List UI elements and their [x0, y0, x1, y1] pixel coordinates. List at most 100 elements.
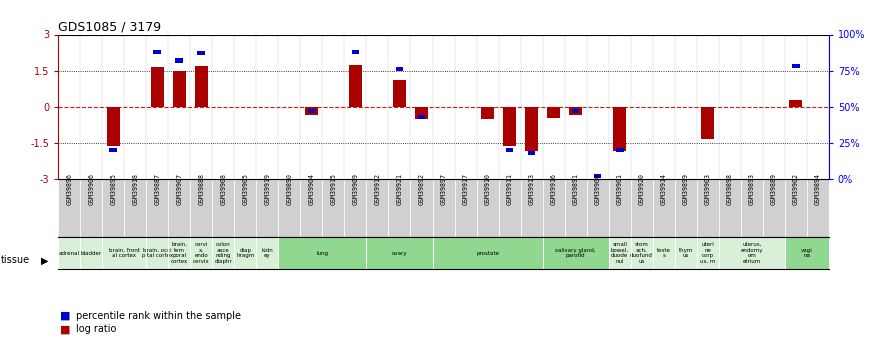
Bar	[305, 107, 318, 115]
Bar	[415, 107, 428, 119]
Text: bladder: bladder	[81, 250, 102, 256]
Bar	[212, 179, 235, 237]
Bar	[256, 179, 279, 237]
Bar	[344, 179, 366, 237]
Bar	[525, 107, 538, 151]
Text: GSM39913: GSM39913	[529, 173, 535, 205]
Bar	[454, 179, 477, 237]
Text: GSM39917: GSM39917	[462, 173, 469, 205]
Text: GSM39918: GSM39918	[133, 173, 138, 205]
Text: colon
asce
nding
diaphr: colon asce nding diaphr	[214, 242, 232, 264]
Text: GSM39898: GSM39898	[727, 173, 733, 205]
Bar	[279, 179, 300, 237]
Text: salivary gland,
parotid: salivary gland, parotid	[556, 248, 596, 258]
Text: GSM39902: GSM39902	[793, 173, 798, 205]
Text: uteri
ne
corp
us, m: uteri ne corp us, m	[700, 242, 715, 264]
Text: GSM39888: GSM39888	[198, 173, 204, 205]
Bar	[433, 237, 543, 269]
Bar	[392, 80, 406, 107]
Text: GSM39901: GSM39901	[616, 173, 623, 205]
Text: GSM39899: GSM39899	[683, 173, 689, 205]
Bar	[396, 67, 403, 71]
Bar	[785, 237, 829, 269]
Text: prostate: prostate	[476, 250, 499, 256]
Text: GSM39916: GSM39916	[551, 173, 556, 205]
Bar	[433, 179, 454, 237]
Bar	[410, 179, 433, 237]
Bar	[197, 51, 205, 56]
Bar	[498, 179, 521, 237]
Bar	[697, 237, 719, 269]
Bar	[176, 58, 183, 63]
Bar	[235, 237, 256, 269]
Bar	[528, 151, 536, 155]
Bar	[256, 237, 279, 269]
Text: GSM39896: GSM39896	[66, 173, 73, 205]
Text: tissue: tissue	[1, 256, 30, 265]
Bar	[235, 179, 256, 237]
Text: GSM39903: GSM39903	[705, 173, 711, 205]
Bar	[190, 237, 212, 269]
Text: GSM39895: GSM39895	[110, 173, 116, 205]
Bar	[146, 237, 168, 269]
Bar	[789, 100, 803, 107]
Text: GSM39920: GSM39920	[639, 173, 644, 205]
Bar	[701, 107, 714, 139]
Bar	[785, 179, 806, 237]
Text: lung: lung	[316, 250, 329, 256]
Text: uterus,
endomy
om
etrium: uterus, endomy om etrium	[740, 242, 763, 264]
Bar	[102, 179, 125, 237]
Text: ▶: ▶	[41, 256, 48, 265]
Text: vagi
na: vagi na	[801, 248, 813, 258]
Text: brain,
tem
poral
cortex: brain, tem poral cortex	[171, 242, 188, 264]
Bar	[190, 179, 212, 237]
Bar	[146, 179, 168, 237]
Bar	[675, 179, 697, 237]
Text: small
bowel,
duode
nul: small bowel, duode nul	[611, 242, 629, 264]
Text: ■: ■	[60, 325, 71, 334]
Bar	[323, 179, 344, 237]
Text: GSM39891: GSM39891	[573, 173, 579, 205]
Bar	[194, 66, 208, 107]
Text: GSM39914: GSM39914	[660, 173, 667, 205]
Bar	[366, 237, 433, 269]
Bar	[675, 237, 697, 269]
Bar	[631, 237, 652, 269]
Bar	[792, 64, 799, 69]
Text: GDS1085 / 3179: GDS1085 / 3179	[58, 20, 161, 33]
Bar	[481, 107, 495, 119]
Text: cervi
x,
endo
cervix: cervi x, endo cervix	[193, 242, 210, 264]
Bar	[806, 179, 829, 237]
Text: GSM39887: GSM39887	[154, 173, 160, 205]
Text: GSM39911: GSM39911	[506, 173, 513, 205]
Text: GSM39890: GSM39890	[287, 173, 292, 205]
Bar	[81, 237, 102, 269]
Bar	[477, 179, 498, 237]
Bar	[613, 107, 626, 151]
Bar	[564, 179, 587, 237]
Bar	[719, 237, 785, 269]
Text: diap
hragm: diap hragm	[237, 248, 254, 258]
Bar	[741, 179, 762, 237]
Text: GSM39904: GSM39904	[308, 173, 314, 205]
Text: GSM39909: GSM39909	[352, 173, 358, 205]
Text: ovary: ovary	[392, 250, 408, 256]
Bar	[418, 115, 426, 119]
Bar	[543, 179, 564, 237]
Bar	[505, 148, 513, 152]
Bar	[107, 107, 120, 146]
Text: brain, occi
pital cortex: brain, occi pital cortex	[142, 248, 173, 258]
Bar	[587, 179, 608, 237]
Text: ■: ■	[60, 311, 71, 321]
Text: GSM39912: GSM39912	[375, 173, 381, 205]
Bar	[547, 107, 560, 118]
Text: thym
us: thym us	[678, 248, 693, 258]
Bar	[168, 179, 190, 237]
Bar	[81, 179, 102, 237]
Bar	[58, 237, 81, 269]
Text: log ratio: log ratio	[76, 325, 116, 334]
Text: percentile rank within the sample: percentile rank within the sample	[76, 311, 241, 321]
Bar	[168, 237, 190, 269]
Bar	[212, 237, 235, 269]
Text: stom
ach,
duofund
us: stom ach, duofund us	[630, 242, 653, 264]
